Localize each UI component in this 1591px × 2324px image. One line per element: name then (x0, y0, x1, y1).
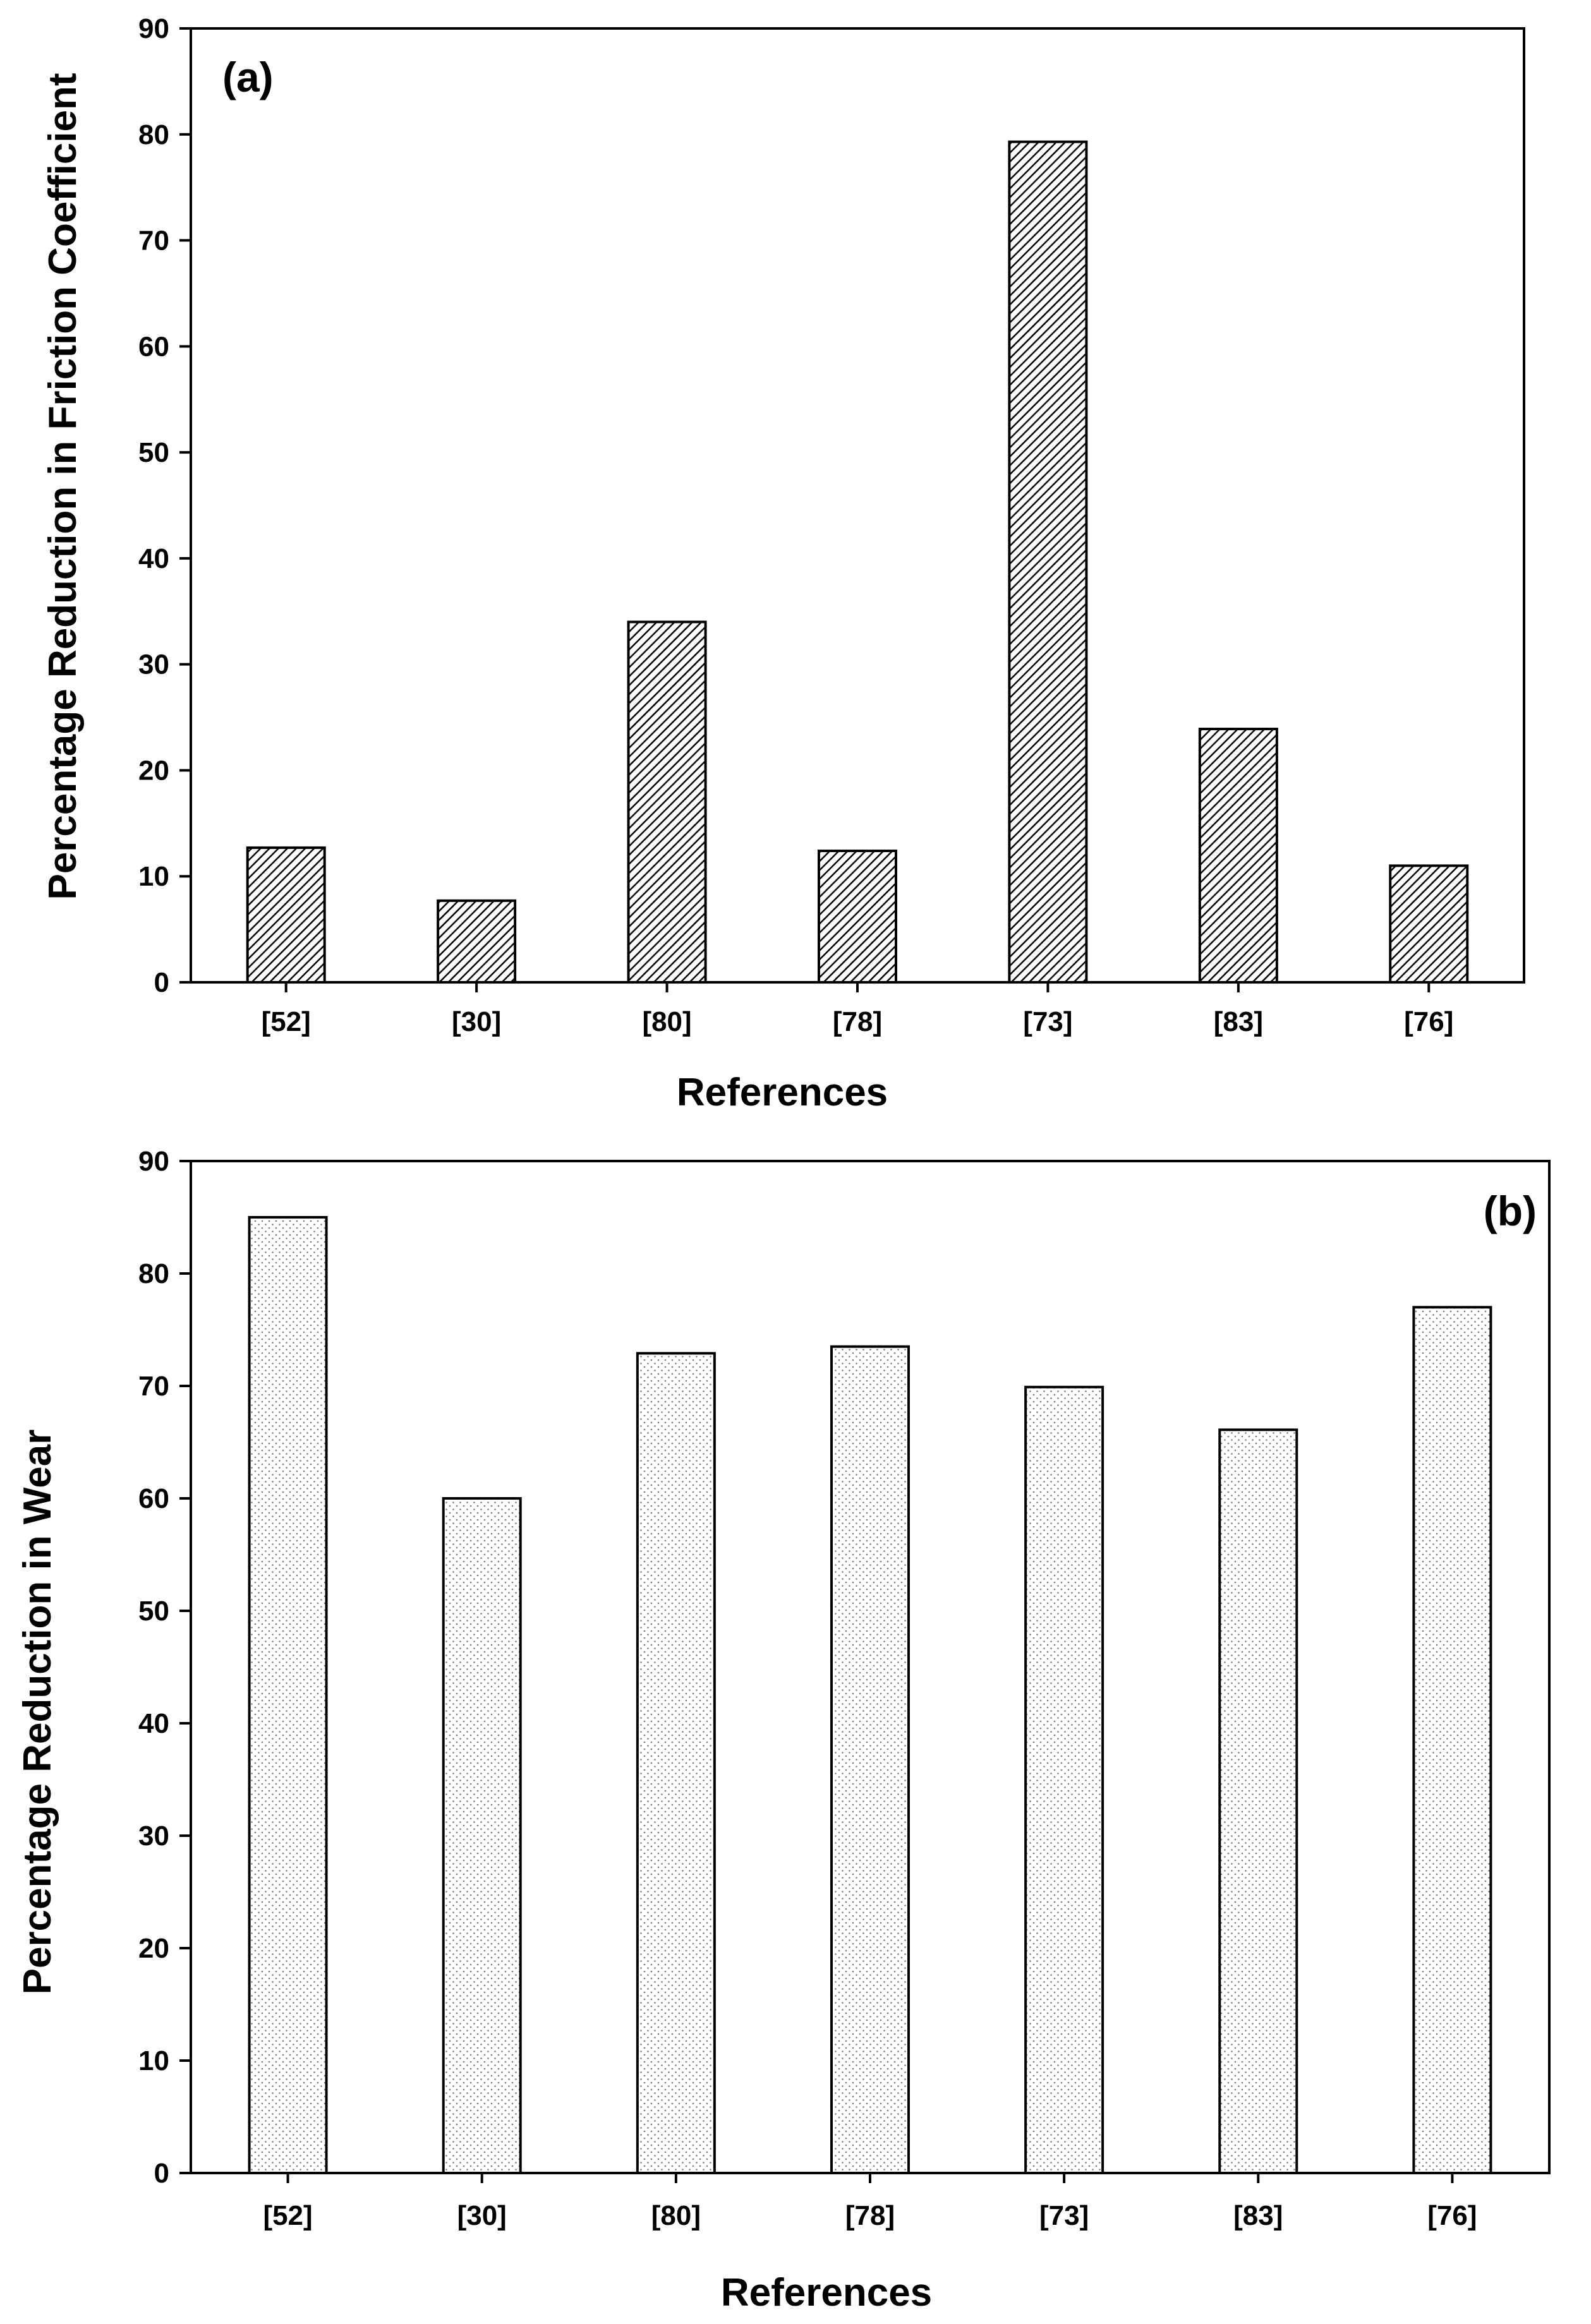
panel-a-x-axis-title: References (677, 1071, 888, 1114)
panel-a-bar-1 (437, 899, 517, 984)
panel-a-x-tick-label: [73] (1023, 1006, 1072, 1037)
panel-b-x-tick-label: [78] (845, 2200, 895, 2231)
panel-b-plot-frame (190, 1160, 1551, 2174)
panel-b-y-axis-title: Percentage Reduction in Wear (16, 1430, 59, 1995)
panel-a-x-tick-label: [80] (642, 1006, 691, 1037)
panel-b-x-tick-label: [83] (1233, 2200, 1283, 2231)
panel-a-y-tick-label: 50 (138, 437, 169, 468)
panel-b-x-axis-title: References (721, 2271, 932, 2315)
panel-b-x-tick-label: [30] (457, 2200, 507, 2231)
panel-a-y-tick-label: 80 (138, 119, 169, 150)
panel-b-y-tick-label: 80 (138, 1258, 169, 1289)
panel-b-y-tick-label: 20 (138, 1933, 169, 1964)
panel-b-y-tick-label: 70 (138, 1371, 169, 1402)
panel-b-bar-0 (248, 1216, 328, 2174)
panel-a-bar-6 (1389, 864, 1469, 984)
panel-a-y-axis-title: Percentage Reduction in Friction Coeffic… (41, 73, 85, 900)
panel-a-bars (246, 140, 1469, 984)
panel-a-y-tick-label: 30 (138, 649, 169, 680)
panel-a-x-tick-label: [52] (262, 1006, 311, 1037)
panel-b-y-tick-label: 40 (138, 1708, 169, 1739)
panel-a-x-tick-label: [76] (1404, 1006, 1453, 1037)
panel-a-y-tick-label: 0 (154, 967, 169, 998)
panel-a-y-tick-label: 10 (138, 861, 169, 892)
panel-b-label: (b) (1484, 1188, 1537, 1234)
chart-panel-b: Percentage Reduction in Wear References … (16, 1146, 1551, 2315)
panel-a-label: (a) (222, 54, 274, 100)
panel-b-y-tick-label: 0 (154, 2158, 169, 2189)
panel-a-bar-3 (818, 849, 897, 984)
panel-a-y-tick-label: 60 (138, 331, 169, 362)
chart-panel-a: Percentage Reduction in Friction Coeffic… (41, 13, 1525, 1114)
panel-b-bar-5 (1218, 1428, 1298, 2174)
panel-b-bar-6 (1412, 1306, 1492, 2174)
panel-b-x-tick-label: [52] (263, 2200, 312, 2231)
panel-a-bar-0 (246, 846, 326, 984)
panel-b-x-tick-label: [80] (651, 2200, 701, 2231)
panel-b-x-tick-label: [76] (1427, 2200, 1477, 2231)
panel-b-bar-3 (830, 1345, 910, 2174)
panel-b-y-tick-label: 50 (138, 1596, 169, 1627)
panel-a-x-tick-label: [30] (452, 1006, 501, 1037)
panel-a-x-tick-label: [78] (833, 1006, 882, 1037)
panel-b-bars (248, 1216, 1492, 2174)
panel-b-y-tick-label: 30 (138, 1821, 169, 1851)
panel-b-x-ticks: [52] [30] [80] [78] [73] [83] [76] (263, 2173, 1477, 2231)
panel-b-bar-4 (1024, 1385, 1104, 2174)
panel-a-y-tick-label: 20 (138, 755, 169, 786)
panel-a-y-tick-label: 90 (138, 13, 169, 44)
panel-a-y-ticks: 0 10 20 30 40 50 60 70 80 90 (138, 13, 191, 998)
panel-a-plot-frame (190, 27, 1525, 984)
panel-a-x-ticks: [52] [30] [80] [78] [73] [83] [76] (262, 982, 1453, 1037)
panel-b-y-ticks: 0 10 20 30 40 50 60 70 80 90 (138, 1146, 191, 2189)
panel-a-bar-5 (1198, 728, 1278, 984)
panel-b-bar-1 (442, 1497, 522, 2174)
panel-a-bar-2 (627, 620, 707, 984)
panel-b-x-tick-label: [73] (1039, 2200, 1089, 2231)
panel-b-bar-2 (636, 1352, 716, 2174)
panel-b-y-tick-label: 60 (138, 1483, 169, 1514)
panel-a-bar-4 (1008, 140, 1088, 984)
panel-a-y-tick-label: 40 (138, 543, 169, 574)
panel-b-y-tick-label: 10 (138, 2045, 169, 2076)
panel-a-x-tick-label: [83] (1214, 1006, 1263, 1037)
panel-a-y-tick-label: 70 (138, 226, 169, 256)
panel-b-y-tick-label: 90 (138, 1146, 169, 1177)
